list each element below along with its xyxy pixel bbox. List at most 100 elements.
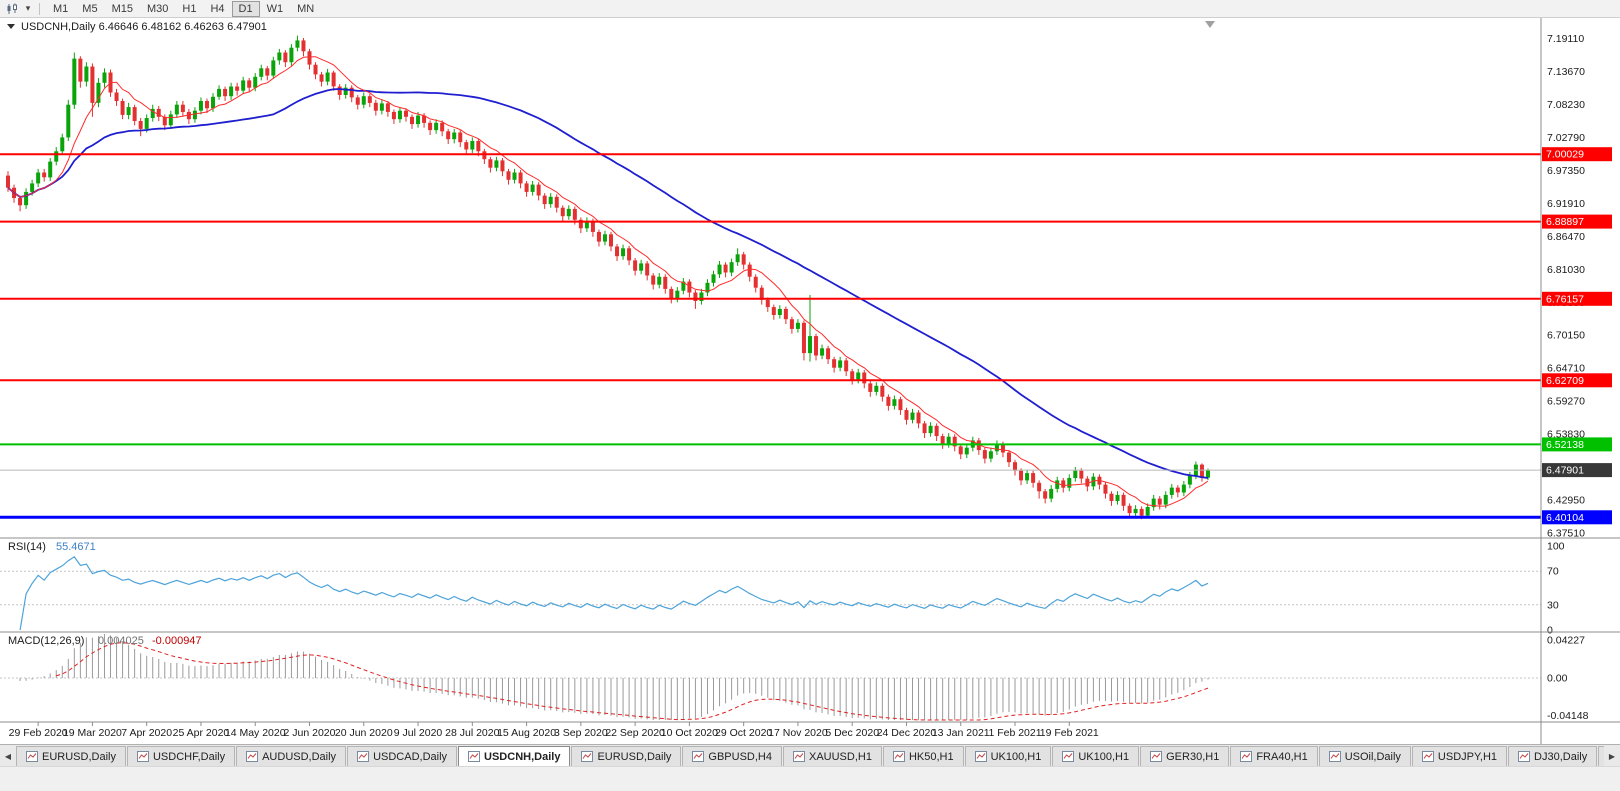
svg-text:6.62709: 6.62709 xyxy=(1546,375,1584,387)
level-price-badge-6.52138: 6.52138 xyxy=(1542,437,1612,452)
timeframe-button-h1[interactable]: H1 xyxy=(175,1,203,17)
timeframe-button-h4[interactable]: H4 xyxy=(203,1,231,17)
chart-tab-uk100-h1[interactable]: UK100,H1 xyxy=(1052,746,1140,766)
chart-tab-label: USDCHF,Daily xyxy=(152,750,226,763)
chart-icon xyxy=(1518,751,1531,762)
svg-text:6.76157: 6.76157 xyxy=(1546,293,1584,305)
chart-tab-label: AUDUSD,Daily xyxy=(262,750,337,763)
svg-text:7.08230: 7.08230 xyxy=(1547,99,1585,111)
chart-tab-china300-h1[interactable]: CHINA300,H1 xyxy=(1598,746,1604,766)
chart-tab-eurusd-daily[interactable]: EURUSD,Daily xyxy=(16,746,126,766)
chart-shift-marker[interactable] xyxy=(1205,21,1215,28)
chart-tab-label: XAUUSD,H1 xyxy=(808,750,872,763)
svg-text:0: 0 xyxy=(1547,625,1553,637)
macd-value-signal: -0.000947 xyxy=(152,635,202,647)
svg-text:15 Aug 2020: 15 Aug 2020 xyxy=(497,727,556,739)
svg-text:7.00029: 7.00029 xyxy=(1546,149,1584,161)
timeframe-buttons: M1 M5 M15 M30 H1 H4 D1 W1 MN xyxy=(46,0,321,17)
level-price-badge-6.62709: 6.62709 xyxy=(1542,373,1612,388)
chart-title-text: USDCNH,Daily 6.46646 6.48162 6.46263 6.4… xyxy=(21,21,267,33)
chart-tab-usoil-daily[interactable]: USOil,Daily xyxy=(1318,746,1411,766)
chart-tab-label: USDJPY,H1 xyxy=(1437,750,1498,763)
timeframe-button-d1[interactable]: D1 xyxy=(231,0,260,17)
chart-window[interactable]: 7.19110 7.13670 7.08230 7.02790 6.97350 6.919… xyxy=(0,18,1620,744)
chart-icon xyxy=(26,751,38,762)
chart-tab-audusd-daily[interactable]: AUDUSD,Daily xyxy=(236,746,347,766)
svg-text:6.81030: 6.81030 xyxy=(1547,264,1585,276)
svg-text:17 Nov 2020: 17 Nov 2020 xyxy=(768,727,828,739)
chart-tab-label: USOil,Daily xyxy=(1344,750,1401,763)
chart-icon xyxy=(892,751,905,762)
chart-tab-usdcnh-daily[interactable]: USDCNH,Daily xyxy=(458,746,571,766)
rsi-value: 55.4671 xyxy=(56,541,96,553)
chart-icon xyxy=(1421,751,1434,762)
chart-tab-label: USDCNH,Daily xyxy=(484,750,561,763)
candlestick-chart-icon xyxy=(7,3,17,14)
timeframe-button-m30[interactable]: M30 xyxy=(140,1,175,17)
chart-icon xyxy=(1240,751,1253,762)
svg-text:100: 100 xyxy=(1547,541,1565,553)
svg-text:6.40104: 6.40104 xyxy=(1546,512,1584,524)
chart-tab-label: DJ30,Daily xyxy=(1534,750,1588,763)
timeframe-button-m5[interactable]: M5 xyxy=(75,1,104,17)
svg-text:1 Feb 2021: 1 Feb 2021 xyxy=(988,727,1041,739)
chart-tab-usdjpy-h1[interactable]: USDJPY,H1 xyxy=(1411,746,1508,766)
chart-tab-label: HK50,H1 xyxy=(908,750,954,763)
chart-type-dropdown-caret-icon[interactable]: ▾ xyxy=(25,3,31,13)
chart-tab-label: EURUSD,Daily xyxy=(597,750,672,763)
svg-text:7.19110: 7.19110 xyxy=(1547,33,1584,45)
chart-tab-hk50-h1[interactable]: HK50,H1 xyxy=(882,746,964,766)
chart-tab-usdcad-daily[interactable]: USDCAD,Daily xyxy=(347,746,458,766)
macd-value-main: 0.004025 xyxy=(98,635,144,647)
timeframe-button-w1[interactable]: W1 xyxy=(260,1,291,17)
chart-icon xyxy=(1150,751,1163,762)
svg-text:6.91910: 6.91910 xyxy=(1547,198,1585,210)
tab-scroll-left-button[interactable]: ◀ xyxy=(0,746,16,767)
level-price-badge-7.00029: 7.00029 xyxy=(1542,147,1612,162)
chart-type-icon[interactable] xyxy=(4,1,22,17)
bid-price-badge: 6.47901 xyxy=(1542,463,1612,478)
svg-text:70: 70 xyxy=(1547,566,1559,578)
toolbar: ▾ M1 M5 M15 M30 H1 H4 D1 W1 MN xyxy=(0,0,1620,18)
chart-tabs: EURUSD,Daily USDCHF,Daily AUDUSD,Daily USDC… xyxy=(16,746,1604,766)
ma-slow-line xyxy=(7,88,1209,479)
chart-tab-label: GER30,H1 xyxy=(1166,750,1220,763)
chart-tab-label: FRA40,H1 xyxy=(1256,750,1308,763)
svg-text:-0.04148: -0.04148 xyxy=(1547,710,1589,722)
timeframe-button-m1[interactable]: M1 xyxy=(46,1,75,17)
rsi-line xyxy=(19,555,1209,631)
ma-fast-line xyxy=(7,56,1209,507)
svg-text:19 Mar 2020: 19 Mar 2020 xyxy=(63,727,122,739)
level-price-badge-6.40104: 6.40104 xyxy=(1542,510,1612,525)
chart-tab-usdchf-daily[interactable]: USDCHF,Daily xyxy=(126,746,236,766)
price-chart-svg[interactable]: 7.19110 7.13670 7.08230 7.02790 6.97350 6.919… xyxy=(0,18,1620,744)
chart-tab-fra40-h1[interactable]: FRA40,H1 xyxy=(1230,746,1318,766)
svg-text:6.86470: 6.86470 xyxy=(1547,231,1585,243)
chart-tab-ger30-h1[interactable]: GER30,H1 xyxy=(1140,746,1230,766)
tab-scroll-right-button[interactable]: ▶ xyxy=(1604,746,1620,767)
svg-text:7 Apr 2020: 7 Apr 2020 xyxy=(121,727,172,739)
svg-text:6.59270: 6.59270 xyxy=(1547,396,1585,408)
timeframe-button-m15[interactable]: M15 xyxy=(105,1,140,17)
chart-tab-xauusd-h1[interactable]: XAUUSD,H1 xyxy=(782,746,882,766)
chart-icon xyxy=(357,751,370,762)
chart-tab-gbpusd-h4[interactable]: GBPUSD,H4 xyxy=(682,746,782,766)
chart-icon xyxy=(246,751,259,762)
chart-icon xyxy=(792,751,805,762)
timeframe-button-mn[interactable]: MN xyxy=(290,1,321,17)
svg-text:5 Dec 2020: 5 Dec 2020 xyxy=(825,727,879,739)
chart-tab-eurusd-daily[interactable]: EURUSD,Daily xyxy=(571,746,682,766)
rsi-pane: 100 70 30 0 RSI(14) 55.4671 xyxy=(0,541,1565,637)
chart-icon xyxy=(581,751,594,762)
chart-tab-uk100-h1[interactable]: UK100,H1 xyxy=(964,746,1052,766)
level-price-badge-6.76157: 6.76157 xyxy=(1542,291,1612,306)
chart-icon xyxy=(468,751,481,762)
svg-text:7.13670: 7.13670 xyxy=(1547,66,1585,78)
svg-text:10 Oct 2020: 10 Oct 2020 xyxy=(661,727,718,739)
chart-tab-dj30-daily[interactable]: DJ30,Daily xyxy=(1508,746,1598,766)
svg-text:6.52138: 6.52138 xyxy=(1546,439,1584,451)
status-bar xyxy=(0,766,1620,791)
chart-menu-triangle-icon[interactable] xyxy=(7,24,15,29)
